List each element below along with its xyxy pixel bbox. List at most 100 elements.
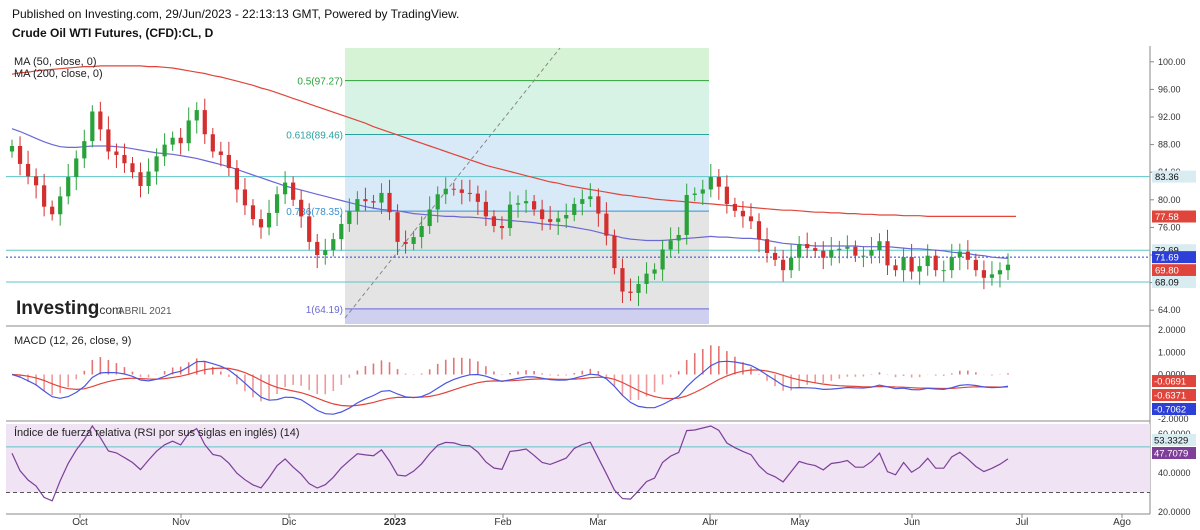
candle-body: [138, 172, 143, 186]
time-tick-label: Dic: [282, 517, 296, 528]
candle-body: [604, 213, 609, 236]
candle-body: [459, 189, 464, 193]
candle-body: [234, 168, 240, 190]
candle-body: [684, 194, 689, 235]
candle-body: [274, 194, 280, 213]
rsi-tick-label: 20.0000: [1158, 507, 1191, 517]
candle-body: [467, 192, 472, 194]
candle-body: [901, 257, 906, 271]
candlesticks: [9, 98, 1011, 307]
fib-label-0: 0.5(97.27): [297, 77, 343, 88]
candle-body: [154, 156, 159, 172]
candle-body: [443, 188, 448, 195]
logo-brand: Investing: [16, 298, 99, 319]
candle-body: [668, 240, 673, 250]
candle-body: [957, 251, 962, 258]
price-label-box: [1152, 210, 1196, 223]
candle-body: [218, 151, 223, 155]
candle-body: [660, 249, 665, 270]
candle-body: [652, 269, 657, 274]
macd-value-label-1: -0.6371: [1154, 391, 1186, 402]
price-label-4: 69.80: [1155, 266, 1179, 277]
macd-label-box: [1152, 389, 1196, 401]
indicator-legend: MA (50, close, 0) MA (200, close, 0) MAC…: [14, 56, 300, 439]
rsi-tick-label: 40.0000: [1158, 468, 1191, 478]
candle-body: [925, 255, 930, 267]
price-label-box: [1152, 264, 1196, 277]
candle-body: [700, 189, 705, 194]
candle-body: [540, 209, 545, 220]
candle-body: [805, 243, 810, 249]
rsi-line: [11, 424, 1009, 502]
macd-label-box: [1152, 403, 1196, 415]
price-tick-label: 96.00: [1158, 84, 1181, 94]
candle-body: [821, 250, 826, 258]
candle-body: [676, 234, 681, 241]
candle-body: [716, 177, 721, 187]
candle-body: [981, 270, 987, 278]
macd-value-label-2: -0.7062: [1154, 405, 1186, 416]
candle-body: [419, 226, 424, 238]
candle-body: [869, 250, 874, 256]
candle-body: [435, 194, 440, 210]
investing-logo: Investing .com ABRIL 2021: [16, 298, 172, 319]
candle-body: [483, 201, 489, 217]
price-label-3: 71.69: [1155, 253, 1179, 264]
candle-body: [122, 154, 127, 164]
candle-body: [58, 196, 63, 215]
candle-body: [130, 163, 135, 173]
candle-body: [186, 120, 191, 144]
fib-label-1: 0.618(89.46): [286, 131, 343, 142]
candle-body: [250, 205, 256, 220]
macd-tick-label: 0.0000: [1158, 370, 1186, 380]
candle-body: [845, 246, 850, 249]
candle-body: [764, 239, 770, 253]
candle-body: [989, 274, 995, 278]
price-tick-label: 100.00: [1158, 57, 1186, 67]
candle-body: [572, 203, 577, 215]
rsi-pane: 60.0000 40.0000 20.0000 53.3329 47.7079: [6, 424, 1196, 517]
candle-body: [756, 221, 762, 240]
candle-body: [893, 265, 898, 271]
macd-signal-line: [11, 367, 1009, 407]
candle-body: [339, 223, 344, 240]
candle-body: [491, 216, 497, 227]
candle-body: [307, 216, 312, 242]
candle-body: [628, 291, 633, 293]
candle-body: [949, 257, 954, 271]
price-label-1: 77.58: [1155, 212, 1179, 223]
candle-body: [933, 255, 938, 271]
candle-body: [636, 283, 641, 293]
candle-body: [82, 141, 87, 159]
price-label-box: [1152, 275, 1196, 288]
candle-body: [772, 252, 778, 260]
candle-body: [242, 189, 248, 206]
candle-body: [564, 214, 569, 219]
candle-body: [732, 203, 738, 211]
candle-body: [829, 250, 834, 258]
time-tick-label: Ago: [1113, 517, 1131, 528]
rsi-band: [6, 424, 1150, 493]
time-tick-label: Mar: [589, 517, 607, 528]
price-label-box: [1152, 251, 1196, 264]
candle-body: [861, 255, 866, 257]
candle-body: [42, 185, 47, 207]
price-label-box: [1152, 170, 1196, 183]
candle-body: [379, 192, 384, 203]
rsi-label-box: [1152, 434, 1196, 446]
candle-body: [588, 196, 593, 200]
candle-body: [917, 266, 922, 272]
macd-tick-label: 1.0000: [1158, 347, 1186, 357]
ma200-line: [11, 65, 1016, 217]
rsi-label-box: [1152, 447, 1196, 459]
candle-body: [973, 259, 978, 271]
rsi-value-label-0: 53.3329: [1154, 436, 1188, 447]
candle-body: [114, 151, 119, 155]
candle-body: [323, 250, 328, 255]
candle-body: [403, 241, 408, 244]
candle-body: [25, 163, 31, 177]
candle-body: [74, 158, 79, 178]
fib-label-2: 0.786(78.35): [286, 207, 343, 218]
candle-body: [347, 211, 352, 224]
candle-body: [411, 237, 416, 244]
